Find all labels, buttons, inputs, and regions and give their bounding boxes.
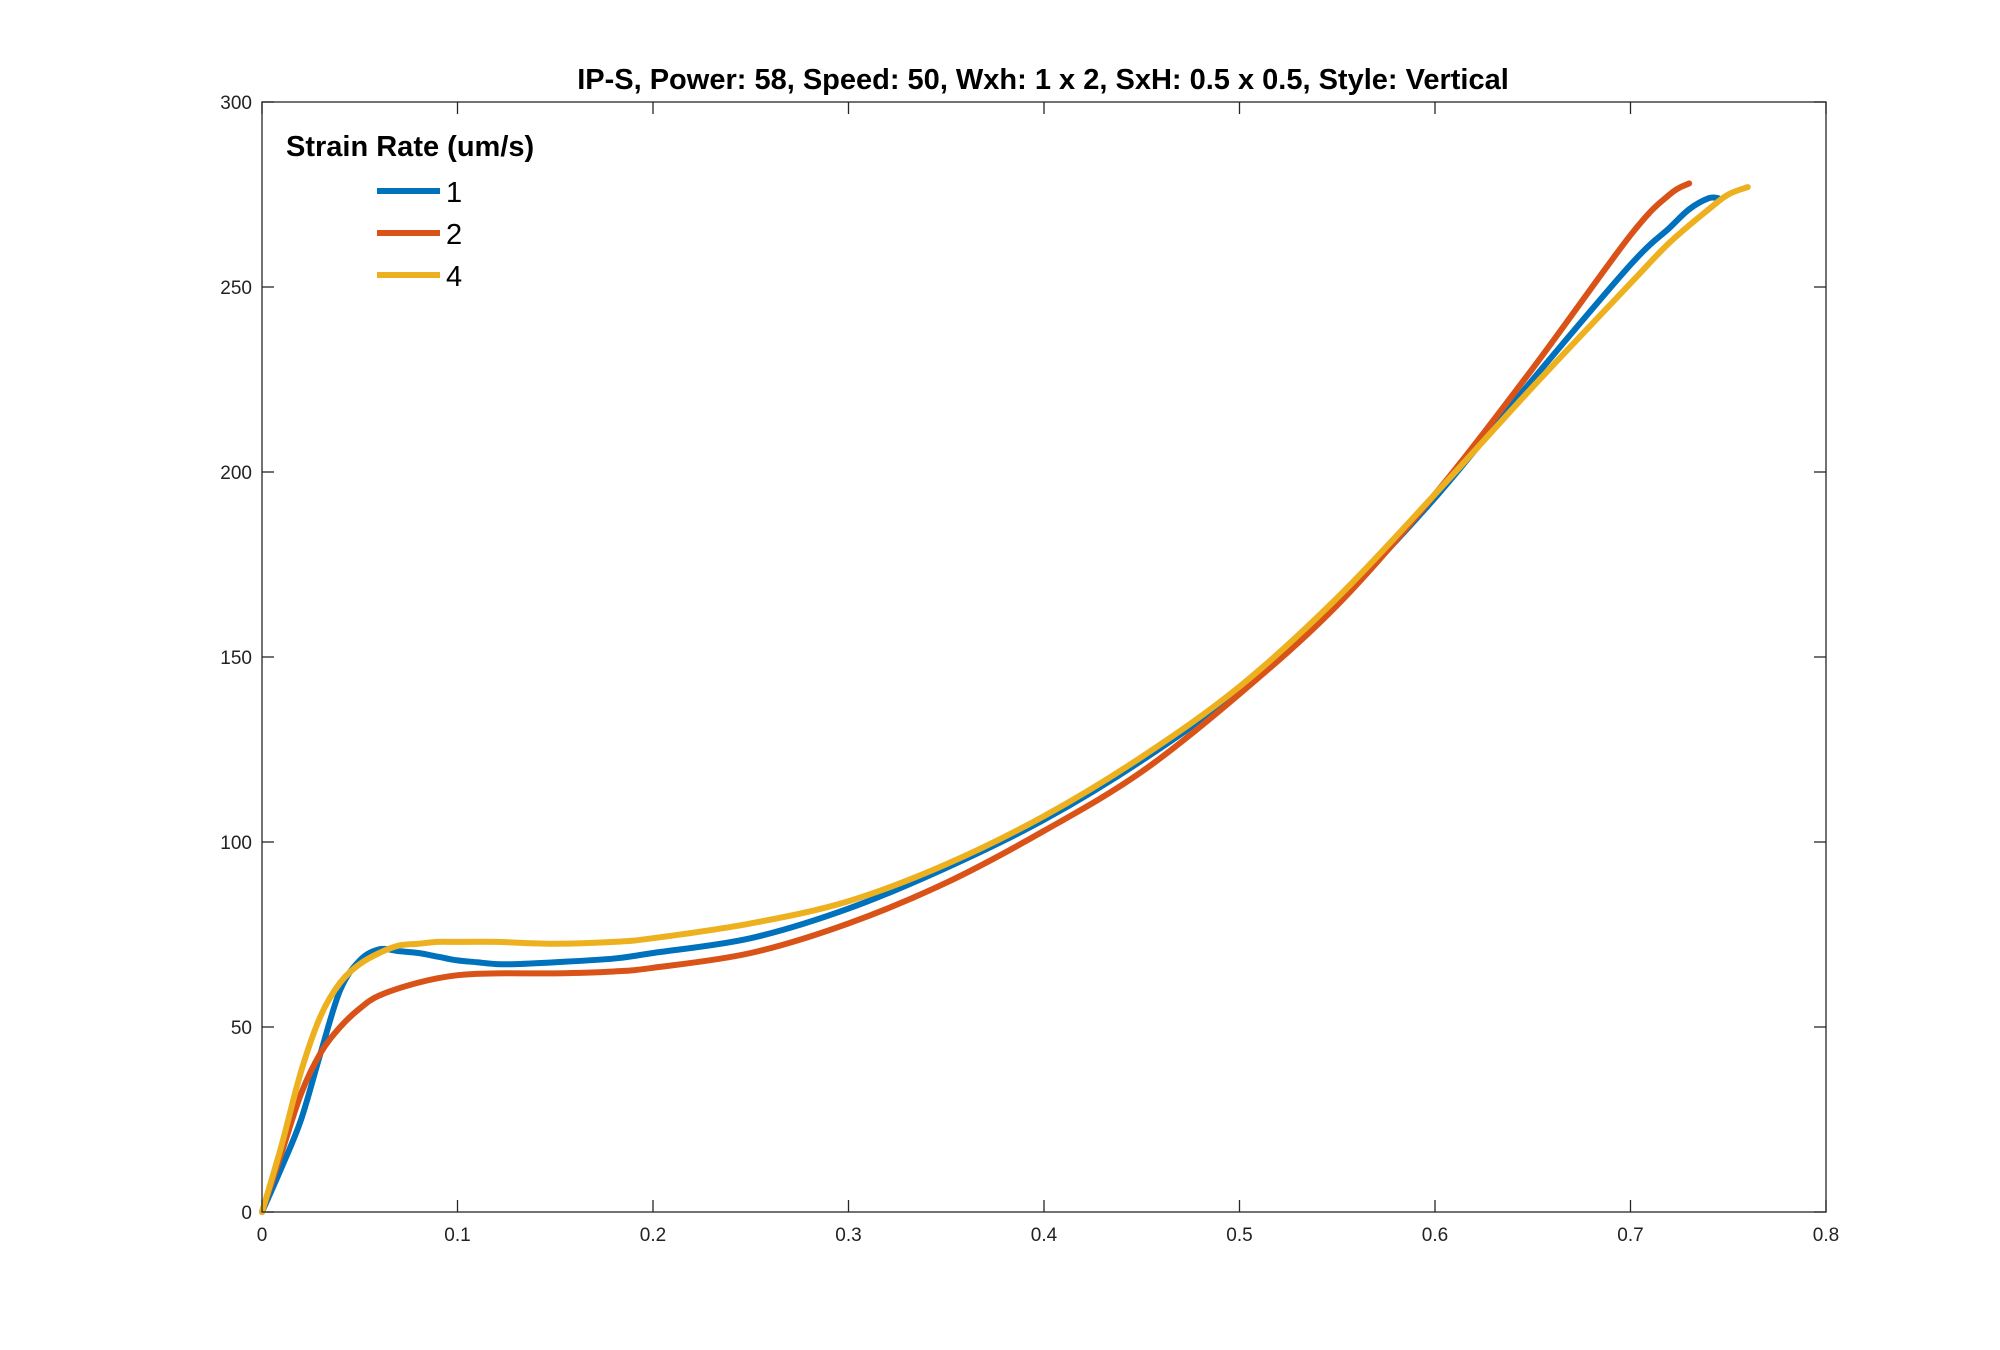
- plot-area: [262, 102, 1826, 1212]
- x-tick-label: 0.7: [1617, 1225, 1643, 1246]
- y-tick-label: 300: [220, 93, 252, 114]
- x-tick-label: 0.8: [1813, 1225, 1839, 1246]
- legend-label-2: 2: [446, 219, 462, 251]
- plot-frame: [261, 101, 1827, 1213]
- series-line-4: [259, 184, 1751, 1215]
- series-line-1: [259, 194, 1722, 1215]
- x-tick-label: 0: [257, 1225, 268, 1246]
- y-tick-label: 0: [241, 1203, 252, 1224]
- y-tick-label: 50: [231, 1018, 252, 1039]
- chart-title: IP-S, Power: 58, Speed: 50, Wxh: 1 x 2, …: [577, 64, 1509, 96]
- legend-label-4: 4: [446, 261, 462, 293]
- x-tick-label: 0.4: [1031, 1225, 1058, 1246]
- y-tick-label: 150: [220, 648, 252, 669]
- legend: Strain Rate (um/s) 1 2 4: [286, 131, 534, 293]
- y-tick-label: 100: [220, 833, 252, 854]
- x-tick-label: 0.5: [1226, 1225, 1252, 1246]
- y-tick-label: 250: [220, 278, 252, 299]
- axis-ticks: 0 0.1 0.2 0.3 0.4 0.5 0.6 0.7 0.8 0 50 100 150 200 250…: [220, 93, 1839, 1246]
- x-tick-label: 0.3: [835, 1225, 861, 1246]
- data-lines: [259, 180, 1751, 1215]
- x-tick-label: 0.6: [1422, 1225, 1448, 1246]
- x-tick-label: 0.2: [640, 1225, 666, 1246]
- legend-label-1: 1: [446, 177, 462, 209]
- legend-title: Strain Rate (um/s): [286, 131, 534, 163]
- x-tick-label: 0.1: [444, 1225, 470, 1246]
- y-tick-label: 200: [220, 463, 252, 484]
